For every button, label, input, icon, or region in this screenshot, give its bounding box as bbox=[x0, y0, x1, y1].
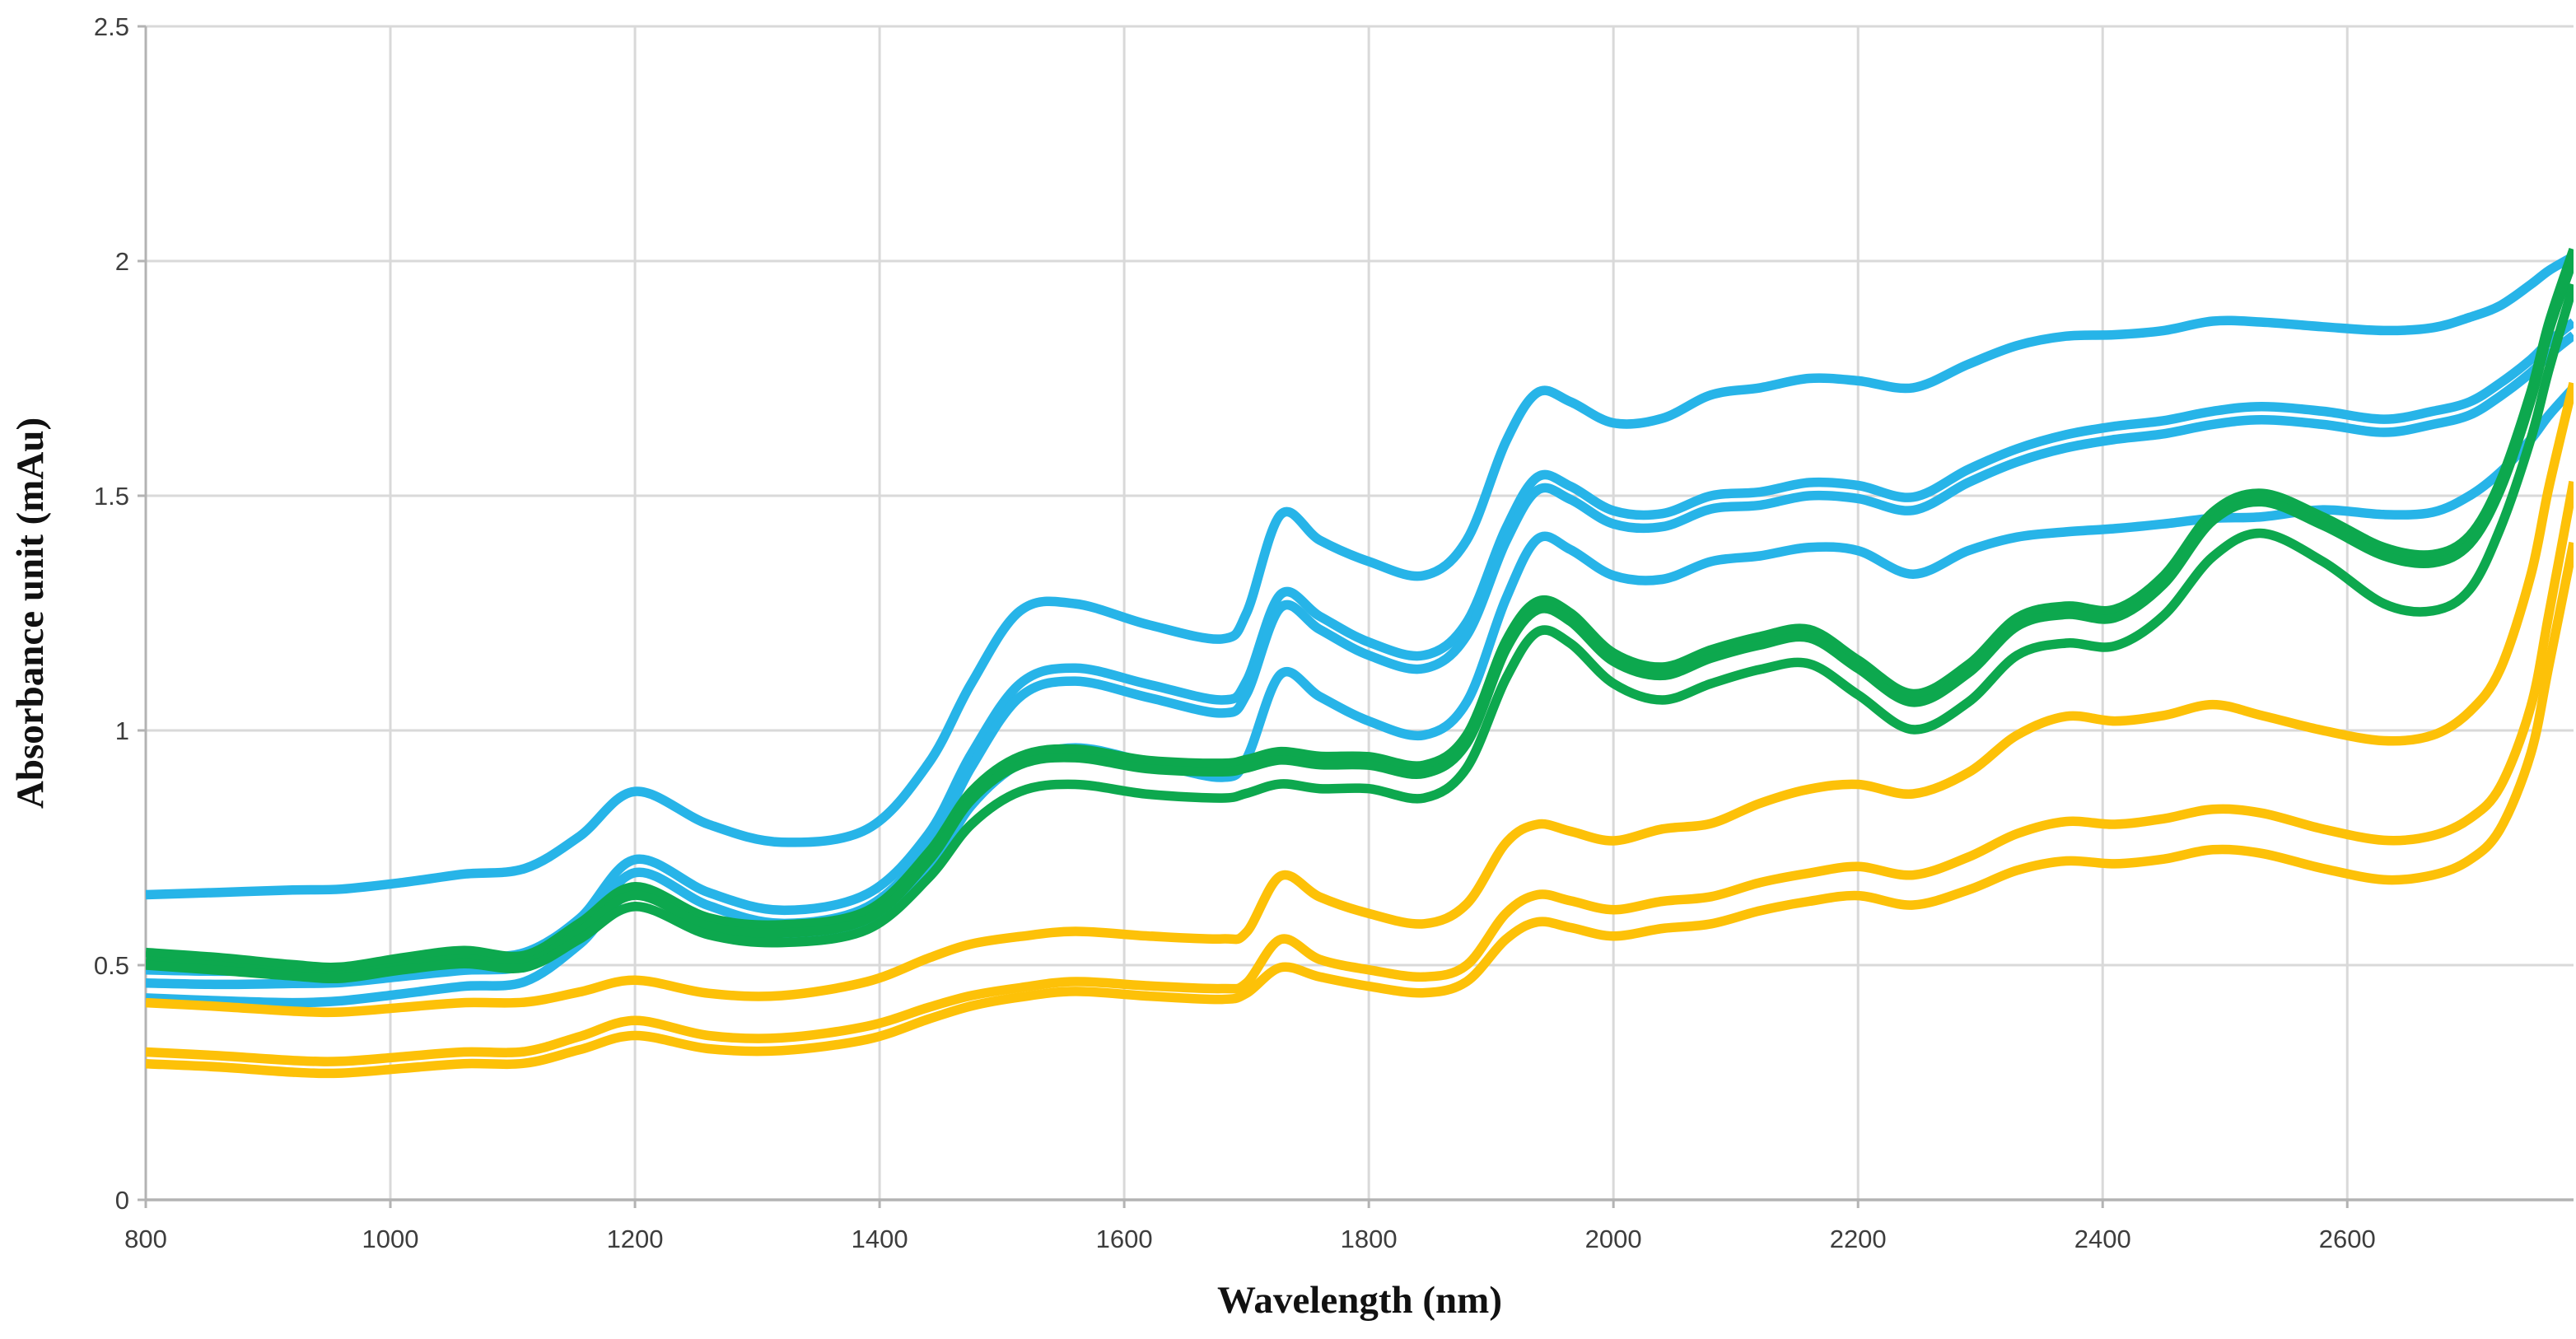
spectrum-curve-gold-spectrum-3 bbox=[146, 541, 2574, 1079]
gridlines bbox=[144, 25, 2574, 1200]
spectrum-curve-blue-spectrum-1 bbox=[146, 252, 2574, 900]
y-tick-label: 0.5 bbox=[94, 951, 129, 980]
y-tick-label: 1 bbox=[115, 716, 129, 745]
spectrum-curve-blue-spectrum-3 bbox=[146, 331, 2574, 990]
y-tick-label: 2.5 bbox=[94, 12, 129, 41]
x-tick-label: 1400 bbox=[852, 1225, 908, 1253]
x-tick-label: 1600 bbox=[1096, 1225, 1153, 1253]
x-tick-label: 2400 bbox=[2074, 1225, 2131, 1253]
x-tick-label: 1800 bbox=[1341, 1225, 1398, 1253]
spectra-curves bbox=[146, 247, 2574, 1079]
spectrum-curve-green-spectrum-3 bbox=[146, 282, 2574, 984]
spectrum-curve-gold-spectrum-2 bbox=[146, 480, 2574, 1066]
tick-labels: 800 1000 1200 1400 1600 1800 2000 2200 2400 2600 0… bbox=[94, 12, 2376, 1253]
x-tick-label: 800 bbox=[124, 1225, 167, 1253]
y-axis-title: Absorbance unit (mAu) bbox=[9, 418, 52, 809]
x-tick-label: 2200 bbox=[1830, 1225, 1887, 1253]
spectrum-curve-gold-spectrum-1 bbox=[146, 381, 2574, 1018]
y-tick-label: 0 bbox=[115, 1186, 129, 1215]
y-tick-label: 2 bbox=[115, 247, 129, 276]
x-axis-title: Wavelength (nm) bbox=[1217, 1279, 1502, 1322]
x-tick-label: 2600 bbox=[2319, 1225, 2376, 1253]
axis-lines bbox=[138, 25, 2574, 1208]
x-tick-label: 1000 bbox=[362, 1225, 419, 1253]
spectrum-curve-green-spectrum-2 bbox=[146, 257, 2574, 981]
spectrum-curve-blue-spectrum-2 bbox=[146, 318, 2574, 977]
spectrum-curve-green-spectrum-1 bbox=[146, 247, 2574, 973]
x-tick-label: 1200 bbox=[607, 1225, 664, 1253]
x-tick-label: 2000 bbox=[1585, 1225, 1642, 1253]
y-tick-label: 1.5 bbox=[94, 482, 129, 511]
